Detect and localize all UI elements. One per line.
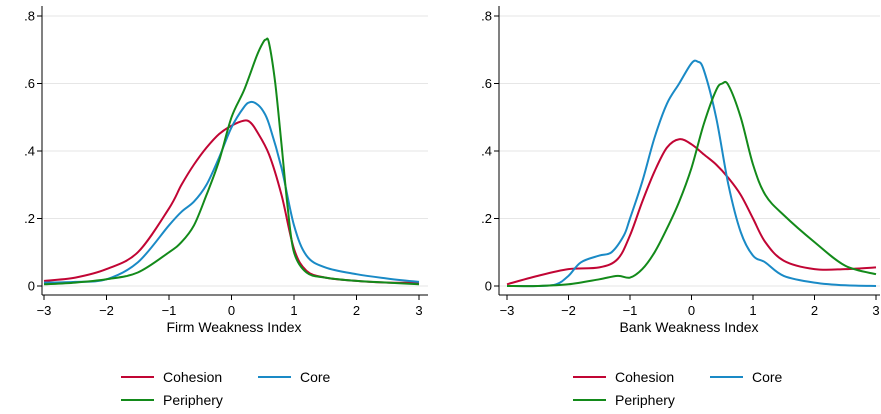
series-line-cohesion — [506, 138, 877, 286]
x-tick-label: 0 — [228, 303, 235, 318]
x-axis-label: Bank Weakness Index — [619, 319, 758, 335]
y-tick-label: .2 — [24, 211, 35, 226]
x-tick-label: 3 — [872, 303, 879, 318]
legend-label-periphery: Periphery — [615, 392, 675, 408]
y-tick-label: .2 — [481, 211, 492, 226]
y-tick-label: .4 — [24, 144, 35, 159]
y-tick-label: .8 — [24, 9, 35, 24]
series-line-cohesion — [43, 119, 420, 284]
y-tick-label: .4 — [481, 144, 492, 159]
y-tick-label: 0 — [485, 279, 492, 294]
x-tick-label: 2 — [353, 303, 360, 318]
legend: Cohesion Core Periphery — [573, 369, 783, 408]
x-tick-label: 2 — [811, 303, 818, 318]
series-line-periphery — [506, 80, 877, 288]
legend-label-periphery: Periphery — [163, 392, 223, 408]
x-tick-label: −3 — [500, 303, 515, 318]
x-tick-label: −1 — [623, 303, 638, 318]
chart-panel-1: 0 .2 .4 .6 .8 −3 −2 −1 0 1 2 3 Firm Weakness Index Co… — [24, 6, 428, 408]
x-axis-label: Firm Weakness Index — [166, 319, 301, 335]
legend-label-cohesion: Cohesion — [615, 369, 674, 385]
series-line-core — [43, 100, 420, 284]
x-tick-label: 3 — [415, 303, 422, 318]
legend-label-core: Core — [300, 369, 331, 385]
chart-panel-2: 0 .2 .4 .6 .8 −3 −2 −1 0 1 2 3 Bank Weakness Index Co… — [481, 6, 880, 408]
legend: Cohesion Core Periphery — [121, 369, 331, 408]
y-tick-label: .6 — [24, 76, 35, 91]
x-tick-label: −2 — [99, 303, 114, 318]
x-tick-label: −3 — [37, 303, 52, 318]
x-tick-label: 1 — [290, 303, 297, 318]
y-tick-label: 0 — [28, 279, 35, 294]
y-tick-label: .6 — [481, 76, 492, 91]
legend-label-cohesion: Cohesion — [163, 369, 222, 385]
x-tick-label: 1 — [749, 303, 756, 318]
x-tick-label: 0 — [688, 303, 695, 318]
series-line-core — [506, 59, 877, 288]
legend-label-core: Core — [752, 369, 783, 385]
series-line-periphery — [43, 37, 420, 286]
x-tick-label: −2 — [561, 303, 576, 318]
x-tick-label: −1 — [162, 303, 177, 318]
y-tick-label: .8 — [481, 9, 492, 24]
